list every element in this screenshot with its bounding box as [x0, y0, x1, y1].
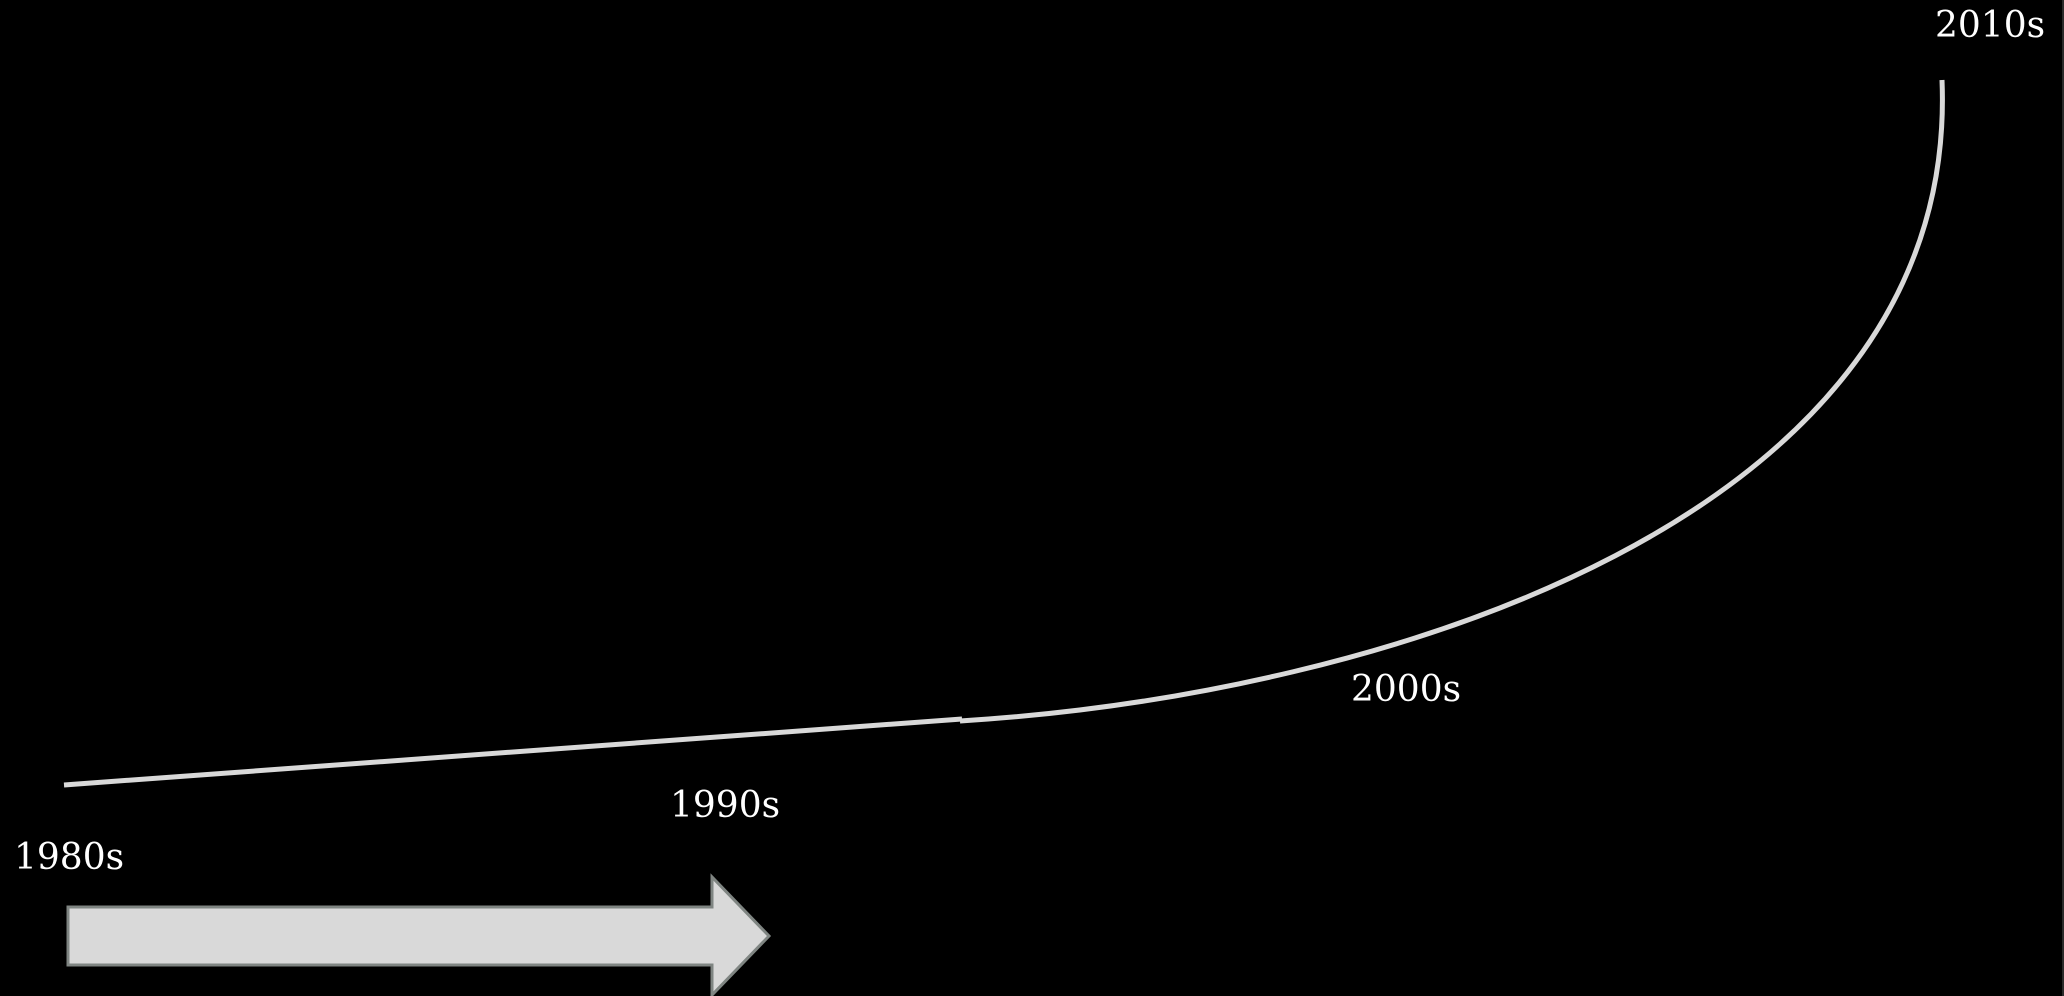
timeline-segment-1980s-1990s — [63, 716, 963, 788]
label-2010s: 2010s — [1935, 5, 2046, 46]
label-2000s: 2000s — [1351, 669, 1462, 710]
progress-arrow — [66, 873, 772, 996]
right-edge-divider — [2062, 0, 2064, 996]
timeline-curve-2000s-2010s — [959, 79, 1945, 724]
label-1990s: 1990s — [670, 785, 781, 826]
label-1980s: 1980s — [14, 837, 125, 878]
